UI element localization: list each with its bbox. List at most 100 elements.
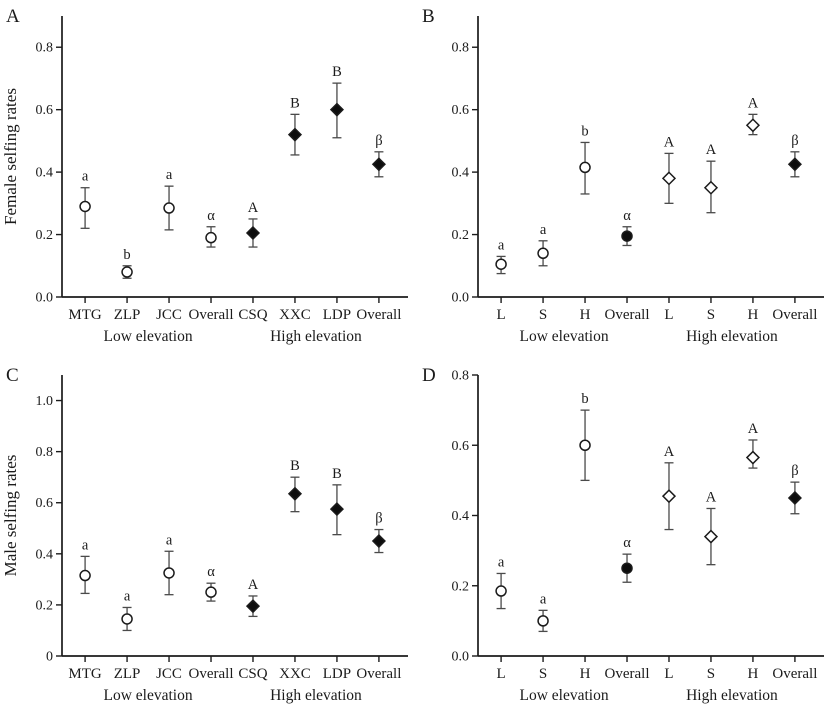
- significance-letter: α: [623, 535, 631, 551]
- y-tick-label: 0.6: [36, 496, 54, 511]
- y-tick-label: 0.4: [452, 166, 470, 181]
- x-category-label: H: [748, 666, 759, 682]
- x-category-label: XXC: [279, 307, 311, 323]
- data-point: A: [745, 421, 760, 469]
- x-category-label: CSQ: [238, 666, 267, 682]
- diamond-filled-marker: [245, 225, 261, 241]
- significance-letter: b: [581, 391, 588, 407]
- circle-open-marker: [121, 266, 133, 278]
- x-category-label: S: [539, 666, 547, 682]
- data-point: a: [495, 554, 507, 610]
- significance-letter: b: [581, 123, 588, 139]
- group-label: Low elevation: [519, 687, 608, 704]
- y-tick-label: 0.6: [452, 103, 470, 118]
- panel-label: B: [422, 6, 435, 27]
- x-category-label: S: [707, 666, 715, 682]
- data-point: B: [329, 64, 344, 139]
- data-point: a: [495, 237, 507, 275]
- group-label: Low elevation: [519, 328, 608, 345]
- diamond-filled-marker: [287, 127, 303, 142]
- data-point: a: [537, 591, 549, 633]
- data-point: B: [287, 458, 303, 513]
- significance-letter: A: [664, 444, 675, 460]
- significance-letter: β: [791, 133, 798, 149]
- y-tick-label: 0.8: [36, 445, 54, 460]
- group-label: Low elevation: [103, 687, 192, 704]
- x-category-label: LDP: [323, 666, 351, 682]
- x-category-label: MTG: [68, 666, 102, 682]
- significance-letter: α: [207, 208, 215, 224]
- diamond-open-marker: [661, 489, 677, 504]
- x-category-label: JCC: [156, 666, 182, 682]
- diamond-filled-marker: [787, 490, 802, 505]
- x-category-label: JCC: [156, 307, 182, 323]
- data-point: α: [621, 535, 633, 583]
- y-tick-label: 0.8: [36, 41, 54, 56]
- diamond-open-marker: [661, 171, 677, 186]
- y-tick-label: 0.4: [36, 166, 54, 181]
- significance-letter: a: [540, 222, 547, 238]
- y-axis-title: Male selfing rates: [1, 455, 20, 577]
- diamond-filled-marker: [245, 599, 261, 614]
- circle-open-marker: [537, 615, 549, 627]
- x-category-label: Overall: [605, 307, 650, 323]
- panel-label: D: [422, 365, 436, 386]
- circle-filled-marker: [621, 230, 633, 242]
- data-point: B: [287, 95, 303, 156]
- y-tick-label: 0.0: [452, 291, 470, 306]
- group-label: High elevation: [686, 328, 778, 345]
- diamond-filled-marker: [287, 486, 303, 501]
- significance-letter: B: [332, 466, 342, 482]
- data-point: b: [579, 123, 591, 195]
- x-category-label: XXC: [279, 666, 311, 682]
- diamond-filled-marker: [371, 157, 386, 172]
- data-point: a: [537, 222, 549, 267]
- data-point: α: [205, 564, 217, 602]
- data-point: β: [787, 133, 802, 178]
- significance-letter: a: [166, 532, 173, 548]
- significance-letter: a: [540, 591, 547, 607]
- significance-letter: b: [123, 247, 130, 263]
- circle-open-marker: [205, 586, 217, 598]
- x-category-label: ZLP: [114, 666, 141, 682]
- data-point: a: [163, 167, 175, 231]
- significance-letter: A: [248, 200, 259, 216]
- significance-letter: a: [82, 537, 89, 553]
- diamond-filled-marker: [329, 502, 344, 517]
- x-category-label: L: [664, 307, 673, 323]
- y-tick-label: 0.0: [452, 650, 470, 665]
- data-point: A: [745, 95, 760, 136]
- circle-open-marker: [579, 439, 591, 451]
- circle-open-marker: [163, 567, 175, 579]
- data-point: a: [79, 537, 91, 595]
- y-tick-label: 0.2: [452, 579, 470, 594]
- y-axis-title: Female selfing rates: [1, 88, 20, 225]
- diamond-open-marker: [745, 450, 760, 465]
- diamond-open-marker: [703, 529, 719, 544]
- y-tick-label: 0.2: [452, 228, 470, 243]
- x-category-label: Overall: [772, 307, 817, 323]
- y-tick-label: 0.2: [36, 228, 54, 243]
- y-tick-label: 0.6: [36, 103, 54, 118]
- x-category-label: L: [497, 666, 506, 682]
- data-point: B: [329, 466, 344, 536]
- circle-filled-marker: [621, 562, 633, 574]
- x-category-label: Overall: [772, 666, 817, 682]
- x-category-label: CSQ: [238, 307, 267, 323]
- data-point: A: [661, 134, 677, 204]
- x-category-label: LDP: [323, 307, 351, 323]
- significance-letter: a: [498, 237, 505, 253]
- diamond-open-marker: [745, 118, 760, 133]
- diamond-open-marker: [703, 180, 719, 195]
- y-tick-label: 0.4: [452, 509, 470, 524]
- x-category-label: Overall: [356, 666, 401, 682]
- significance-letter: B: [290, 458, 300, 474]
- circle-open-marker: [579, 161, 591, 174]
- data-point: A: [661, 444, 677, 531]
- data-point: b: [579, 391, 591, 482]
- y-tick-label: 0.6: [452, 439, 470, 454]
- significance-letter: A: [664, 134, 675, 150]
- y-tick-label: 0.8: [452, 369, 470, 384]
- data-point: b: [121, 247, 133, 279]
- circle-open-marker: [495, 585, 507, 597]
